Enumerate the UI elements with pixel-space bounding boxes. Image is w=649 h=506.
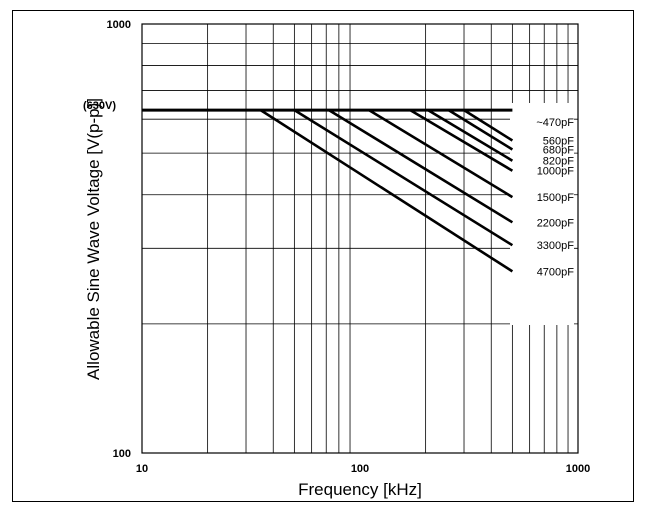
series-label: 1000pF [537,166,575,178]
x-tick-label: 100 [351,463,369,475]
tick-labels: 10 100 1000 100 1000 [107,19,591,475]
series-line [293,108,514,247]
series-label: 2200pF [537,217,575,229]
series-label: 680pF [543,144,574,156]
x-tick-label: 10 [136,463,148,475]
series-label: 4700pF [537,266,575,278]
y-axis-title: Allowable Sine Wave Voltage [V(p-p)] [84,98,103,380]
series-lines [142,108,514,273]
series-label: 820pF [543,156,574,168]
series-label: 3300pF [537,240,575,252]
series-label-panel [510,103,574,325]
x-axis-title: Frequency [kHz] [298,480,422,499]
series-label: 1500pF [537,192,575,204]
plot-area [141,23,579,454]
series-label: 560pF [543,136,574,148]
series-line [409,108,514,172]
series-label: ~470pF [536,117,574,129]
series-label-background [510,103,574,325]
series-line [427,108,514,162]
y-tick-label: 1000 [107,19,131,31]
y-tick-label: 100 [113,448,131,460]
series-line [463,108,514,142]
series-line [328,108,514,224]
x-tick-label: 1000 [566,463,590,475]
limit-line-label: (630V) [83,100,116,112]
series-line [447,108,514,151]
series-line [368,108,514,199]
series-line [259,109,514,273]
chart-frame: ~470pF 560pF 680pF 820pF 1000pF 1500pF 2200pF 3… [12,10,634,502]
